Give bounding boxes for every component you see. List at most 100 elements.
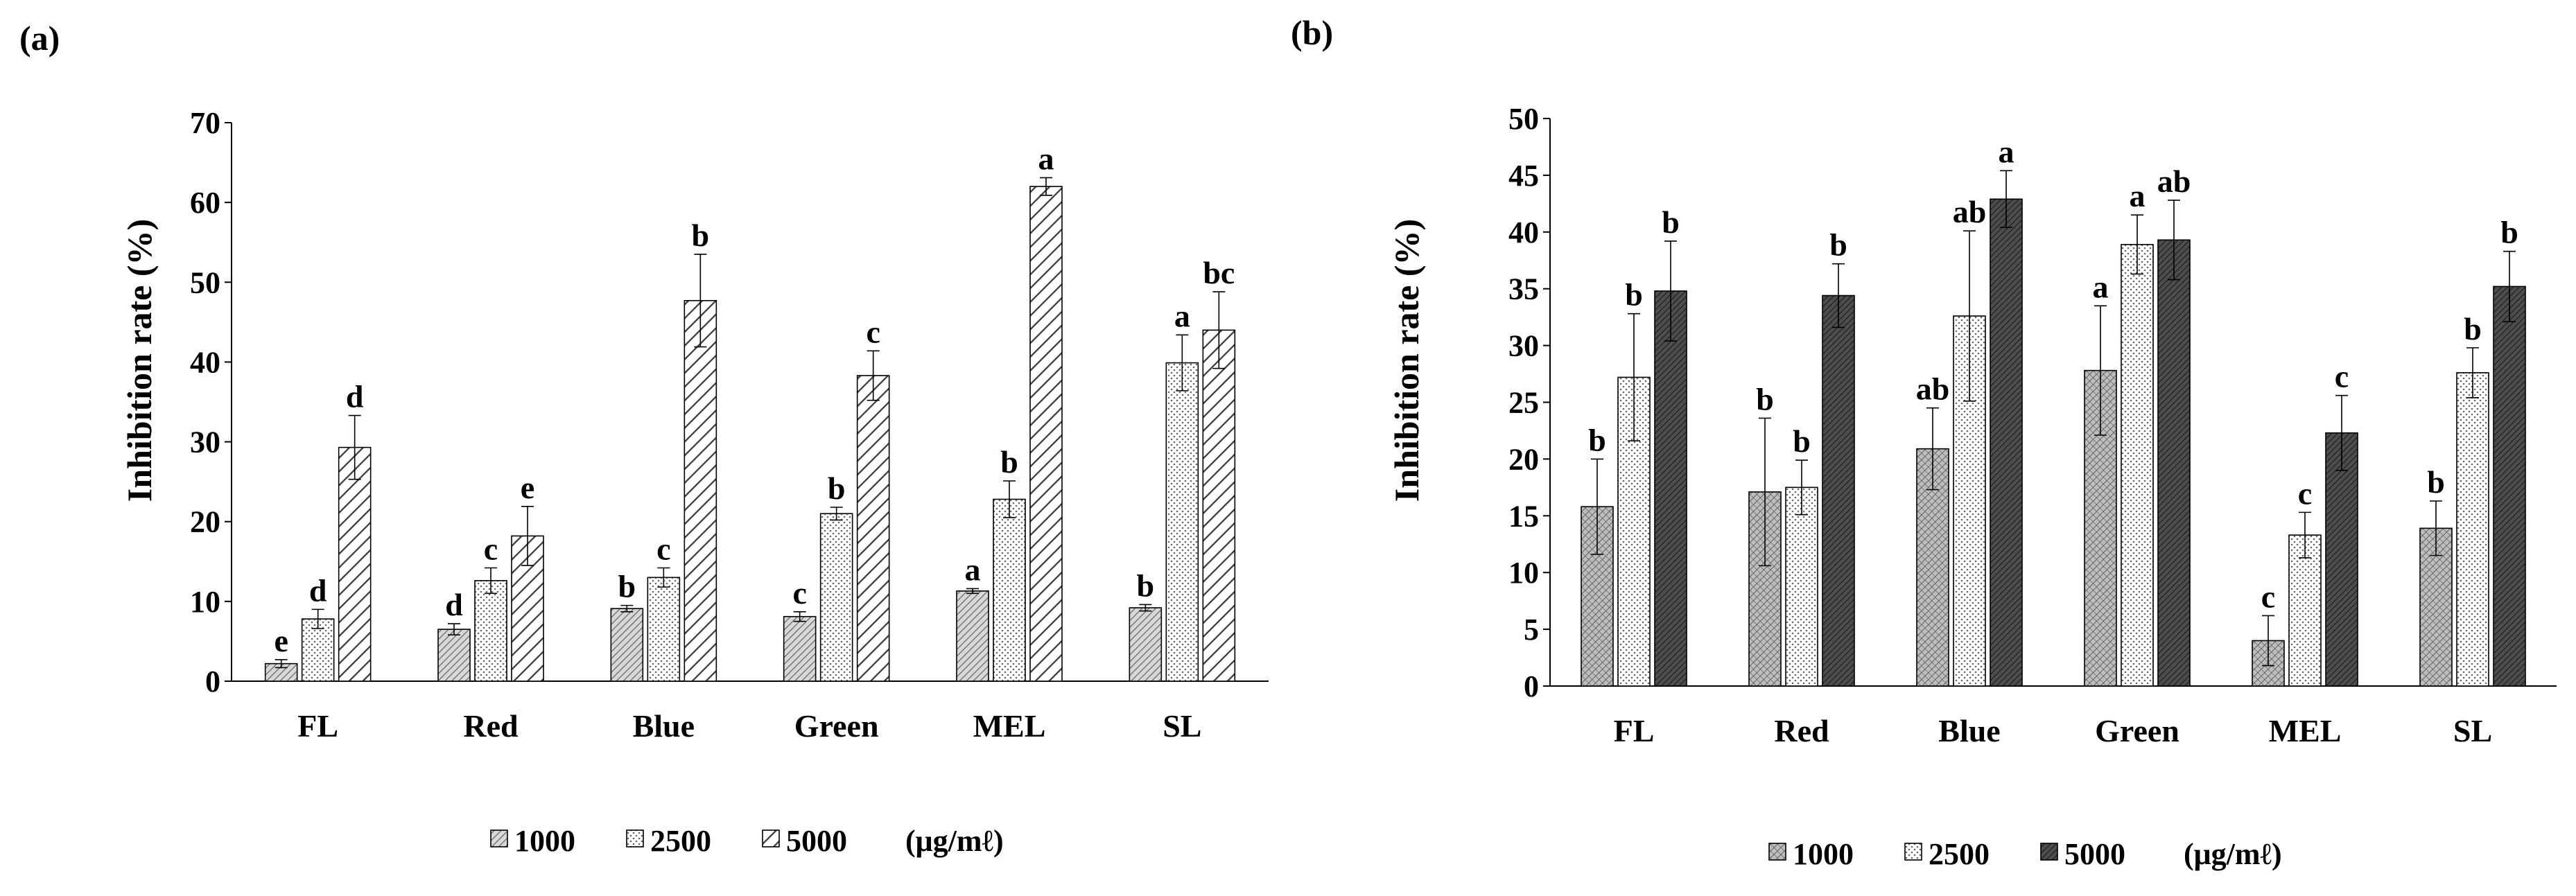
category-label-b: MEL [2269,713,2342,748]
y-tick-label-a: 70 [190,106,220,140]
significance-letter-b: b [2464,311,2482,346]
category-label-a: Blue [633,708,695,744]
significance-letter-b: b [1756,381,1774,416]
bar-a [301,618,335,682]
bar-a [437,629,471,682]
bar-b [1785,486,1818,687]
significance-letter-b: b [1625,277,1643,313]
y-tick-label-a: 50 [190,265,220,299]
panel-label-a: (a) [19,19,60,58]
y-tick-label-b: 50 [1508,102,1539,136]
significance-letter-a: b [692,218,710,253]
y-tick-label-b: 40 [1508,216,1539,249]
bar-a [338,446,372,682]
bar-b [1822,295,1855,687]
y-tick-label-a: 40 [190,345,220,379]
significance-letter-a: d [445,587,463,622]
y-tick-label-a: 10 [190,585,220,619]
bar-a [610,608,644,682]
y-tick-label-a: 0 [205,665,220,699]
y-tick-label-b: 15 [1508,499,1539,533]
significance-letter-b: b [1588,422,1606,457]
legend-swatch-b [2040,843,2058,861]
significance-letter-b: a [2130,178,2146,213]
significance-letter-b: a [1999,134,2014,169]
significance-letter-a: b [618,569,636,604]
bar-a [1129,607,1163,682]
bar-a [819,513,853,682]
legend-swatch-b [1904,843,1922,861]
bar-a [647,577,681,682]
category-label-b: Blue [1938,713,2000,748]
legend-label-a: 1000 [514,824,575,858]
bar-a [856,375,890,682]
y-tick-label-b: 45 [1508,159,1539,193]
significance-letter-b: ab [1953,194,1987,229]
category-label-b: Green [2095,713,2179,748]
significance-letter-b: b [2500,215,2518,250]
legend-label-a: 2500 [650,824,711,858]
significance-letter-b: a [2093,269,2109,304]
significance-letter-b: c [2335,359,2349,394]
bar-b [1654,290,1687,687]
significance-letter-a: b [1137,568,1155,603]
significance-letter-a: b [828,471,846,506]
significance-letter-b: b [1793,423,1811,459]
y-tick-label-b: 30 [1508,329,1539,363]
category-label-b: Red [1774,713,1829,748]
legend-unit-b: (μg/mℓ) [2184,837,2282,871]
legend-swatch-a [626,829,644,847]
y-tick-label-b: 10 [1508,556,1539,590]
significance-letter-a: b [1000,444,1018,480]
category-label-a: SL [1163,708,1201,744]
significance-letter-a: a [1038,141,1054,176]
significance-letter-b: ab [1916,371,1950,407]
significance-letter-a: d [346,379,364,414]
legend-label-b: 1000 [1793,837,1854,871]
bar-a [956,590,989,682]
bar-a [783,615,817,682]
significance-letter-a: a [1174,298,1190,333]
bar-a [1202,329,1236,682]
significance-letter-a: e [521,470,534,505]
significance-letter-a: c [484,531,498,566]
category-label-a: Red [463,708,519,744]
category-label-a: MEL [973,708,1046,744]
legend-label-a: 5000 [786,824,847,858]
bar-b [2325,432,2358,687]
significance-letter-b: ab [2157,164,2191,199]
legend-swatch-a [490,829,508,847]
y-tick-label-b: 0 [1524,669,1539,703]
y-tick-label-a: 30 [190,425,220,459]
bar-a [993,498,1026,682]
bar-b [1953,315,1986,687]
significance-letter-a: a [965,552,981,587]
bar-a [684,299,717,682]
y-tick-label-b: 35 [1508,272,1539,306]
category-label-b: SL [2453,713,2492,748]
bar-b [2121,244,2154,687]
legend-unit-a: (μg/mℓ) [905,824,1004,858]
y-tick-label-b: 5 [1524,613,1539,647]
significance-letter-b: b [1829,227,1847,263]
significance-letter-a: bc [1203,255,1235,290]
category-label-a: FL [297,708,338,744]
bar-b [2157,239,2191,687]
category-label-a: Green [794,708,879,744]
significance-letter-a: e [274,623,288,658]
legend-label-b: 2500 [1929,837,1990,871]
bar-b [2456,372,2489,687]
bar-a [1029,186,1063,682]
legend-swatch-a [762,829,780,847]
legend-swatch-b [1768,843,1786,861]
y-tick-label-b: 20 [1508,442,1539,476]
significance-letter-a: c [866,314,880,349]
category-label-b: FL [1614,713,1655,748]
bar-b [1990,198,2023,687]
legend-label-b: 5000 [2064,837,2125,871]
significance-letter-a: c [656,531,670,566]
y-axis-title-b: Inhibition rate (%) [1387,219,1426,502]
panel-label-b: (b) [1291,13,1333,52]
